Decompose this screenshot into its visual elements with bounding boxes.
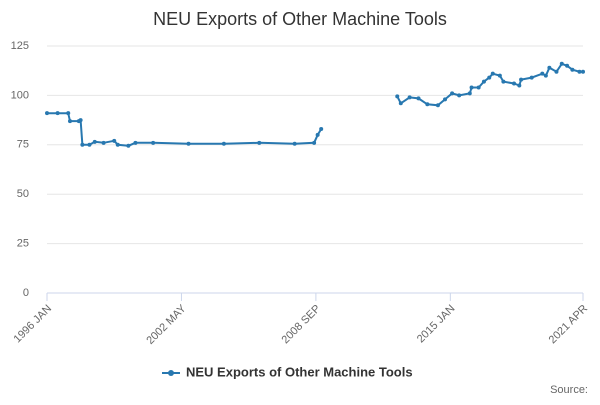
y-tick-label: 75 bbox=[17, 139, 29, 151]
point bbox=[257, 140, 262, 145]
x-tick-label: 1996 JAN bbox=[12, 303, 55, 346]
point bbox=[517, 83, 522, 88]
point bbox=[425, 102, 430, 107]
point bbox=[519, 77, 524, 82]
point bbox=[55, 111, 60, 116]
y-tick-label: 125 bbox=[11, 40, 29, 52]
point bbox=[450, 91, 455, 96]
point bbox=[407, 95, 412, 100]
legend-label: NEU Exports of Other Machine Tools bbox=[186, 364, 413, 379]
point bbox=[457, 93, 462, 98]
y-tick-label: 25 bbox=[17, 238, 29, 250]
point bbox=[92, 139, 97, 144]
point bbox=[151, 140, 156, 145]
point bbox=[570, 67, 575, 72]
point bbox=[543, 73, 548, 78]
point bbox=[115, 142, 120, 147]
point bbox=[554, 69, 559, 74]
point bbox=[67, 119, 72, 124]
point bbox=[469, 85, 474, 90]
point bbox=[78, 118, 83, 123]
point bbox=[577, 69, 582, 74]
point bbox=[80, 142, 85, 147]
point bbox=[133, 140, 138, 145]
point bbox=[395, 94, 400, 99]
point bbox=[481, 79, 486, 84]
point bbox=[87, 142, 92, 147]
point bbox=[476, 85, 481, 90]
point bbox=[312, 140, 317, 145]
y-tick-label: 0 bbox=[23, 287, 29, 299]
point bbox=[581, 69, 585, 74]
point bbox=[66, 111, 71, 116]
point bbox=[547, 65, 552, 70]
point bbox=[315, 132, 320, 137]
point bbox=[565, 63, 570, 68]
point bbox=[540, 71, 545, 76]
point bbox=[435, 103, 440, 108]
x-tick-label: 2008 SEP bbox=[280, 303, 324, 347]
x-tick-label: 2021 APR bbox=[547, 303, 591, 347]
x-tick-label: 2002 MAY bbox=[144, 302, 189, 347]
y-tick-label: 50 bbox=[17, 188, 29, 200]
point bbox=[501, 79, 506, 84]
point bbox=[186, 141, 191, 146]
point bbox=[319, 126, 324, 131]
point bbox=[490, 71, 495, 76]
chart-title: NEU Exports of Other Machine Tools bbox=[153, 9, 447, 29]
point bbox=[292, 141, 297, 146]
legend-marker bbox=[168, 370, 174, 376]
point bbox=[467, 91, 472, 96]
point bbox=[497, 73, 502, 78]
point bbox=[443, 97, 448, 102]
x-tick-label: 2015 JAN bbox=[415, 303, 458, 346]
y-tick-label: 100 bbox=[11, 89, 29, 101]
point bbox=[126, 143, 131, 148]
point bbox=[416, 96, 421, 101]
point bbox=[487, 75, 492, 80]
series-line bbox=[47, 62, 583, 147]
point bbox=[512, 81, 517, 86]
point bbox=[559, 61, 564, 66]
point bbox=[529, 75, 534, 80]
point bbox=[101, 140, 106, 145]
point bbox=[45, 111, 49, 116]
point bbox=[221, 141, 226, 146]
source: Source: bbox=[550, 384, 588, 396]
point bbox=[112, 138, 117, 143]
point bbox=[398, 101, 403, 106]
